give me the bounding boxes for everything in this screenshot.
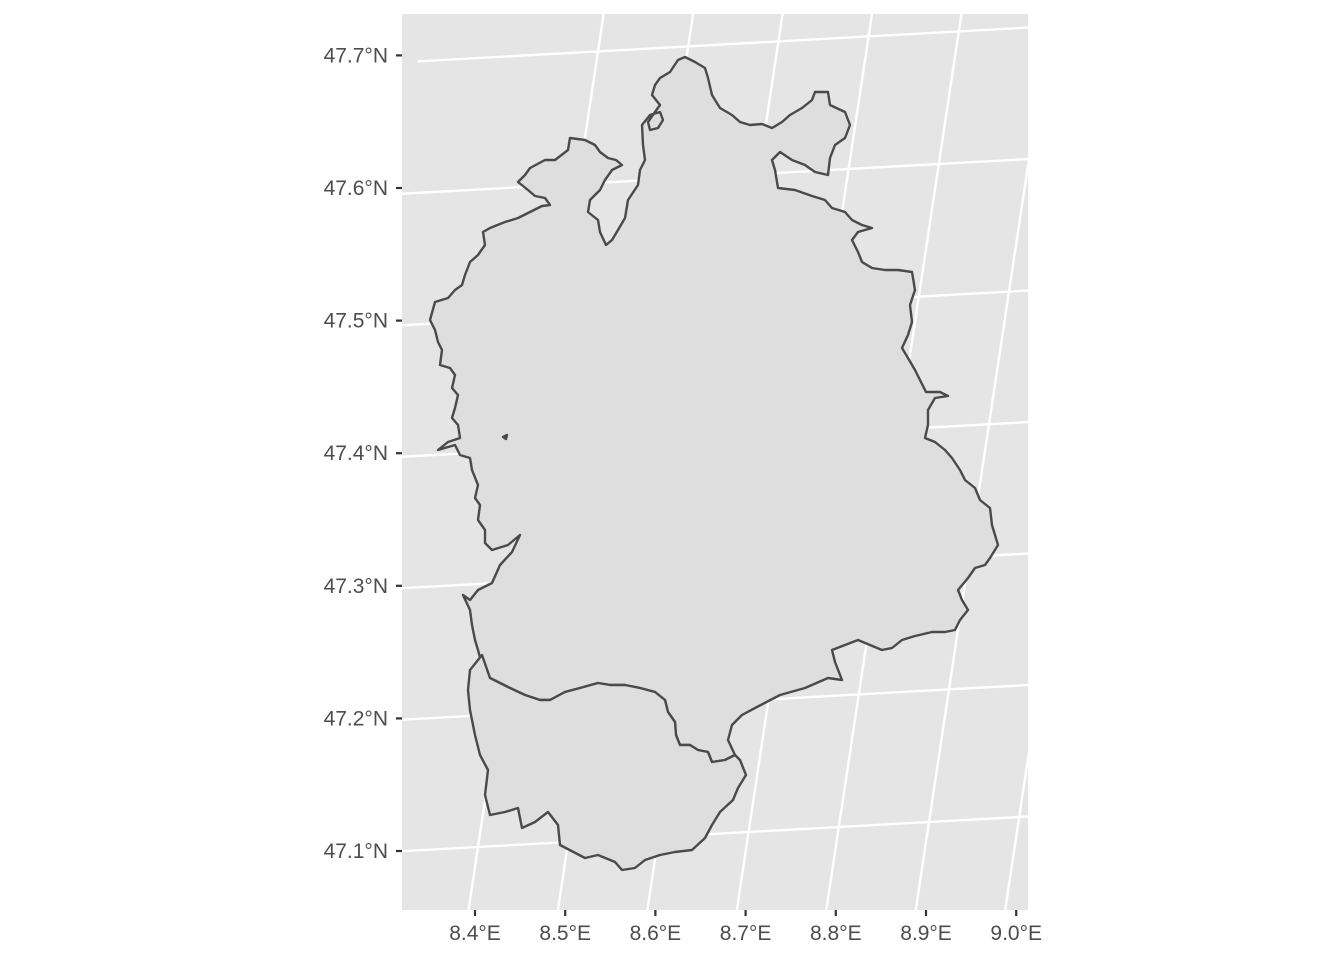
latitude-axis: 47.1°N 47.2°N 47.3°N 47.4°N 47.5°N 47.6°N 47.7…	[324, 44, 402, 863]
longitude-axis: 8.4°E 8.5°E 8.6°E 8.7°E 8.8°E 8.9°E 9.0°E	[449, 910, 1042, 945]
southern-subregion	[466, 653, 748, 872]
latitude-tick-label: 47.7°N	[324, 44, 388, 67]
latitude-tick-label: 47.4°N	[324, 442, 388, 465]
longitude-tick-label: 8.7°E	[720, 922, 772, 945]
longitude-tick-label: 8.4°E	[449, 922, 501, 945]
latitude-tick-label: 47.1°N	[324, 840, 388, 863]
meridian-line	[1003, 750, 1028, 910]
longitude-tick-label: 8.8°E	[810, 922, 862, 945]
longitude-tick-label: 9.0°E	[990, 922, 1042, 945]
small-island	[501, 433, 509, 441]
latitude-tick-label: 47.6°N	[324, 177, 388, 200]
longitude-tick-label: 8.9°E	[900, 922, 952, 945]
latitude-tick-label: 47.3°N	[324, 575, 388, 598]
parallel-line	[402, 815, 1028, 853]
map-regions	[428, 55, 1000, 872]
longitude-tick-label: 8.5°E	[539, 922, 591, 945]
parallel-line	[417, 26, 1028, 63]
latitude-tick-label: 47.5°N	[324, 310, 388, 333]
main-canton-region	[428, 55, 1000, 764]
longitude-tick-label: 8.6°E	[630, 922, 682, 945]
latitude-tick-label: 47.2°N	[324, 707, 388, 730]
